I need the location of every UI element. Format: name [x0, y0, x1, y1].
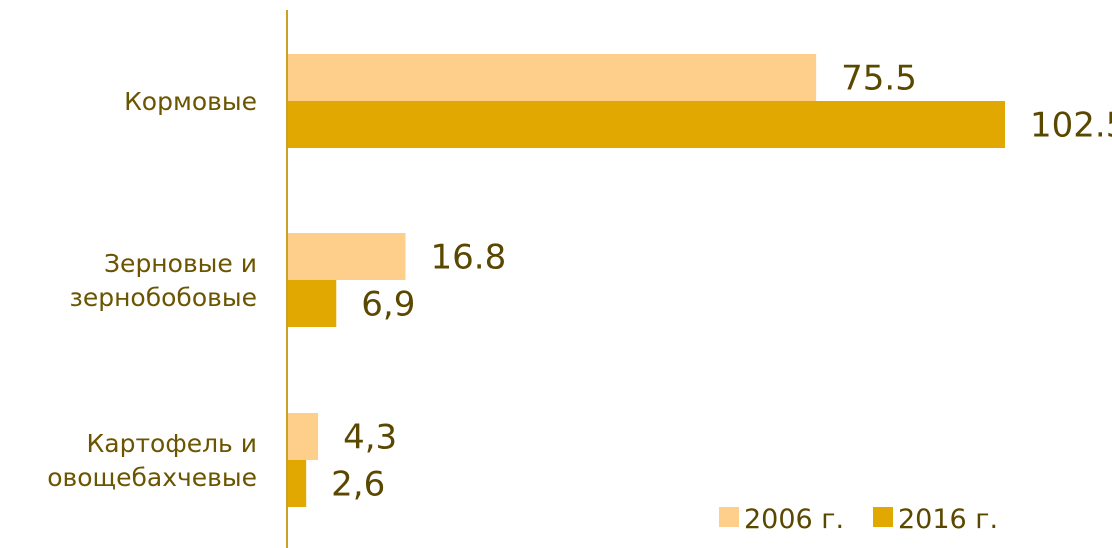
legend-label-2006: 2006 г.	[744, 504, 844, 535]
value-label: 75.5	[841, 59, 917, 99]
category-label-line: овощебахчевые	[47, 463, 257, 492]
bars-group	[288, 54, 1005, 507]
value-labels-group: 75.5 102.5 16.8 6,9 4,3 2,6	[331, 59, 1112, 505]
category-label-line: зернобобовые	[70, 283, 257, 312]
category-label-line: Картофель и	[87, 429, 257, 458]
value-label: 4,3	[343, 418, 397, 458]
category-label: Кормовые	[124, 87, 257, 116]
bar-2006	[288, 413, 319, 460]
bar-2016	[288, 101, 1005, 148]
legend: 2006 г. 2016 г.	[719, 504, 998, 535]
bar-2006	[288, 54, 817, 101]
bar-2016	[288, 280, 337, 327]
legend-swatch-2016	[873, 507, 893, 527]
legend-label-2016: 2016 г.	[898, 504, 998, 535]
bar-2016	[288, 460, 307, 507]
category-label: Картофель и овощебахчевые	[47, 429, 257, 492]
value-label: 2,6	[331, 465, 385, 505]
category-label-line: Кормовые	[124, 87, 257, 116]
category-label-line: Зерновые и	[104, 249, 257, 278]
category-label: Зерновые и зернобобовые	[70, 249, 257, 312]
value-label: 6,9	[361, 285, 415, 325]
legend-swatch-2006	[719, 507, 739, 527]
value-label: 102.5	[1030, 106, 1112, 146]
bar-2006	[288, 233, 406, 280]
value-label: 16.8	[431, 238, 507, 278]
category-labels-group: Кормовые Зерновые и зернобобовые Картофель …	[47, 87, 257, 492]
